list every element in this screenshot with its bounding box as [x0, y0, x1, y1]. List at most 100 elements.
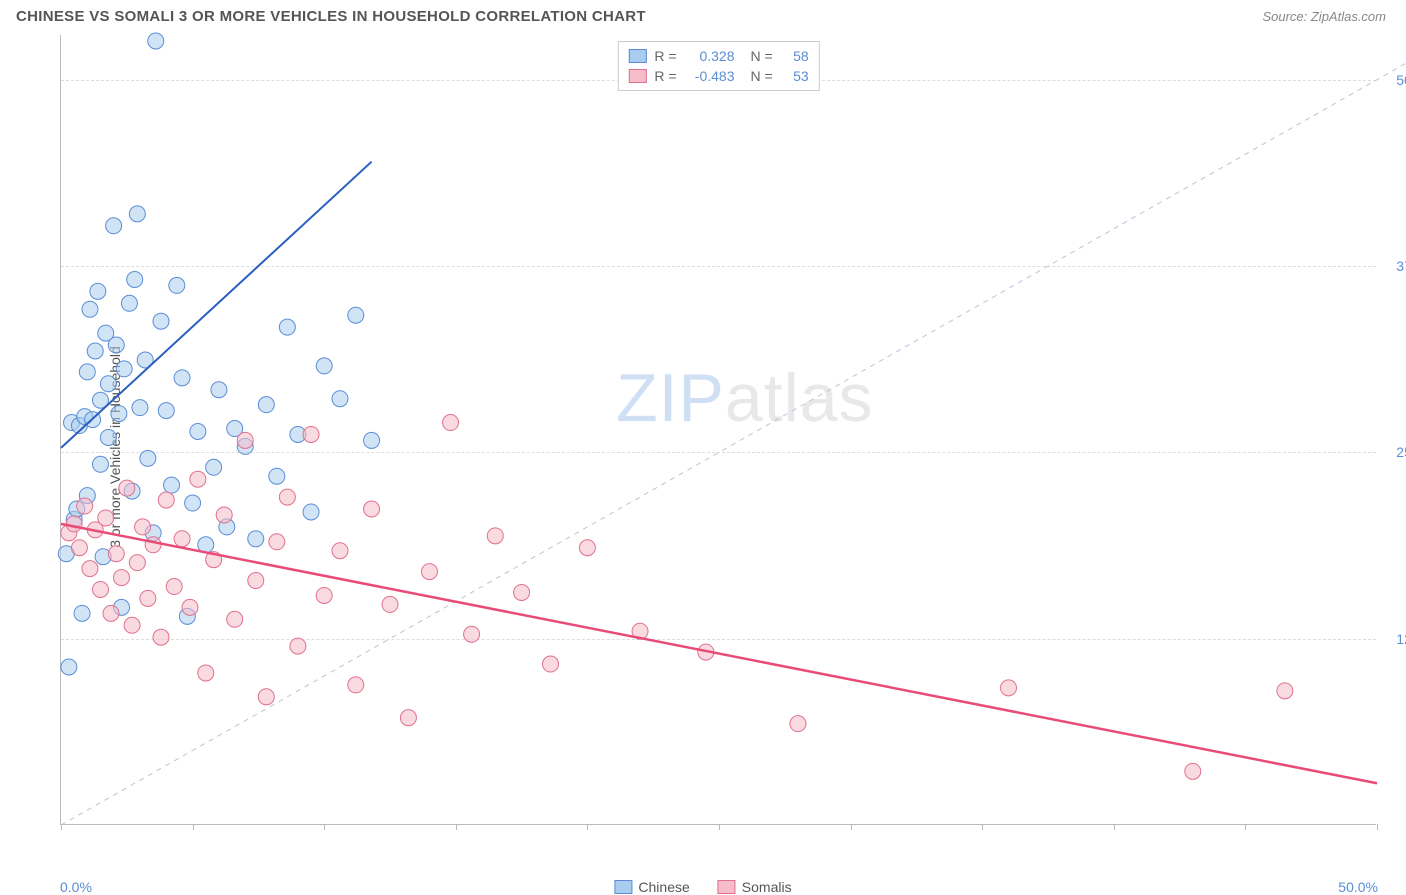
- data-point: [174, 531, 190, 547]
- data-point: [316, 358, 332, 374]
- data-point: [166, 579, 182, 595]
- data-point: [90, 283, 106, 299]
- data-point: [148, 33, 164, 49]
- data-point: [174, 370, 190, 386]
- data-point: [382, 596, 398, 612]
- data-point: [92, 456, 108, 472]
- legend-series-label: Somalis: [742, 879, 792, 895]
- data-point: [98, 510, 114, 526]
- data-point: [140, 450, 156, 466]
- data-point: [121, 295, 137, 311]
- data-point: [82, 561, 98, 577]
- data-point: [364, 432, 380, 448]
- data-point: [116, 361, 132, 377]
- x-axis-min-label: 0.0%: [60, 879, 92, 895]
- data-point: [332, 391, 348, 407]
- data-point: [145, 537, 161, 553]
- data-point: [158, 403, 174, 419]
- legend-series-item: Chinese: [614, 879, 689, 895]
- data-point: [124, 617, 140, 633]
- data-point: [71, 540, 87, 556]
- data-point: [206, 459, 222, 475]
- data-point: [216, 507, 232, 523]
- data-point: [153, 629, 169, 645]
- data-point: [303, 426, 319, 442]
- identity-line: [61, 35, 1406, 825]
- data-point: [211, 382, 227, 398]
- plot-svg: [61, 35, 1377, 825]
- source-label: Source:: [1262, 9, 1310, 24]
- data-point: [74, 605, 90, 621]
- data-point: [464, 626, 480, 642]
- legend-series-label: Chinese: [638, 879, 689, 895]
- legend-swatch: [628, 49, 646, 63]
- chart-source: Source: ZipAtlas.com: [1262, 9, 1386, 24]
- data-point: [129, 206, 145, 222]
- r-label: R =: [654, 68, 676, 84]
- n-value: 53: [781, 68, 809, 84]
- data-point: [227, 611, 243, 627]
- data-point: [248, 531, 264, 547]
- data-point: [364, 501, 380, 517]
- data-point: [579, 540, 595, 556]
- legend-swatch: [628, 69, 646, 83]
- data-point: [303, 504, 319, 520]
- trend-line: [61, 524, 1377, 783]
- data-point: [190, 471, 206, 487]
- data-point: [119, 480, 135, 496]
- data-point: [279, 319, 295, 335]
- data-point: [514, 584, 530, 600]
- data-point: [487, 528, 503, 544]
- r-value: -0.483: [685, 68, 735, 84]
- r-label: R =: [654, 48, 676, 64]
- data-point: [443, 415, 459, 431]
- data-point: [269, 534, 285, 550]
- x-tick: [1377, 824, 1378, 830]
- legend-series: Chinese Somalis: [614, 879, 791, 895]
- data-point: [400, 710, 416, 726]
- data-point: [100, 376, 116, 392]
- data-point: [185, 495, 201, 511]
- n-value: 58: [781, 48, 809, 64]
- trend-line: [61, 162, 372, 448]
- data-point: [237, 432, 253, 448]
- legend-correlation-row: R =0.328N =58: [628, 46, 808, 66]
- data-point: [332, 543, 348, 559]
- data-point: [348, 677, 364, 693]
- data-point: [111, 406, 127, 422]
- x-axis-max-label: 50.0%: [1338, 879, 1378, 895]
- data-point: [190, 423, 206, 439]
- data-point: [132, 400, 148, 416]
- data-point: [108, 337, 124, 353]
- data-point: [135, 519, 151, 535]
- legend-correlation-row: R =-0.483N =53: [628, 66, 808, 86]
- data-point: [140, 590, 156, 606]
- data-point: [1277, 683, 1293, 699]
- data-point: [82, 301, 98, 317]
- r-value: 0.328: [685, 48, 735, 64]
- data-point: [106, 218, 122, 234]
- data-point: [269, 468, 285, 484]
- data-point: [198, 665, 214, 681]
- data-point: [790, 716, 806, 732]
- source-name: ZipAtlas.com: [1311, 9, 1386, 24]
- data-point: [182, 599, 198, 615]
- data-point: [61, 659, 77, 675]
- data-point: [348, 307, 364, 323]
- data-point: [127, 271, 143, 287]
- data-point: [87, 343, 103, 359]
- data-point: [1001, 680, 1017, 696]
- data-point: [421, 564, 437, 580]
- data-point: [258, 397, 274, 413]
- legend-correlation: R =0.328N =58R =-0.483N =53: [617, 41, 819, 91]
- data-point: [290, 638, 306, 654]
- data-point: [103, 605, 119, 621]
- data-point: [543, 656, 559, 672]
- y-tick-label: 12.5%: [1382, 631, 1406, 647]
- plot-area: ZIPatlas R =0.328N =58R =-0.483N =53 12.…: [60, 35, 1376, 825]
- data-point: [153, 313, 169, 329]
- data-point: [77, 498, 93, 514]
- data-point: [1185, 763, 1201, 779]
- data-point: [114, 570, 130, 586]
- y-tick-label: 37.5%: [1382, 258, 1406, 274]
